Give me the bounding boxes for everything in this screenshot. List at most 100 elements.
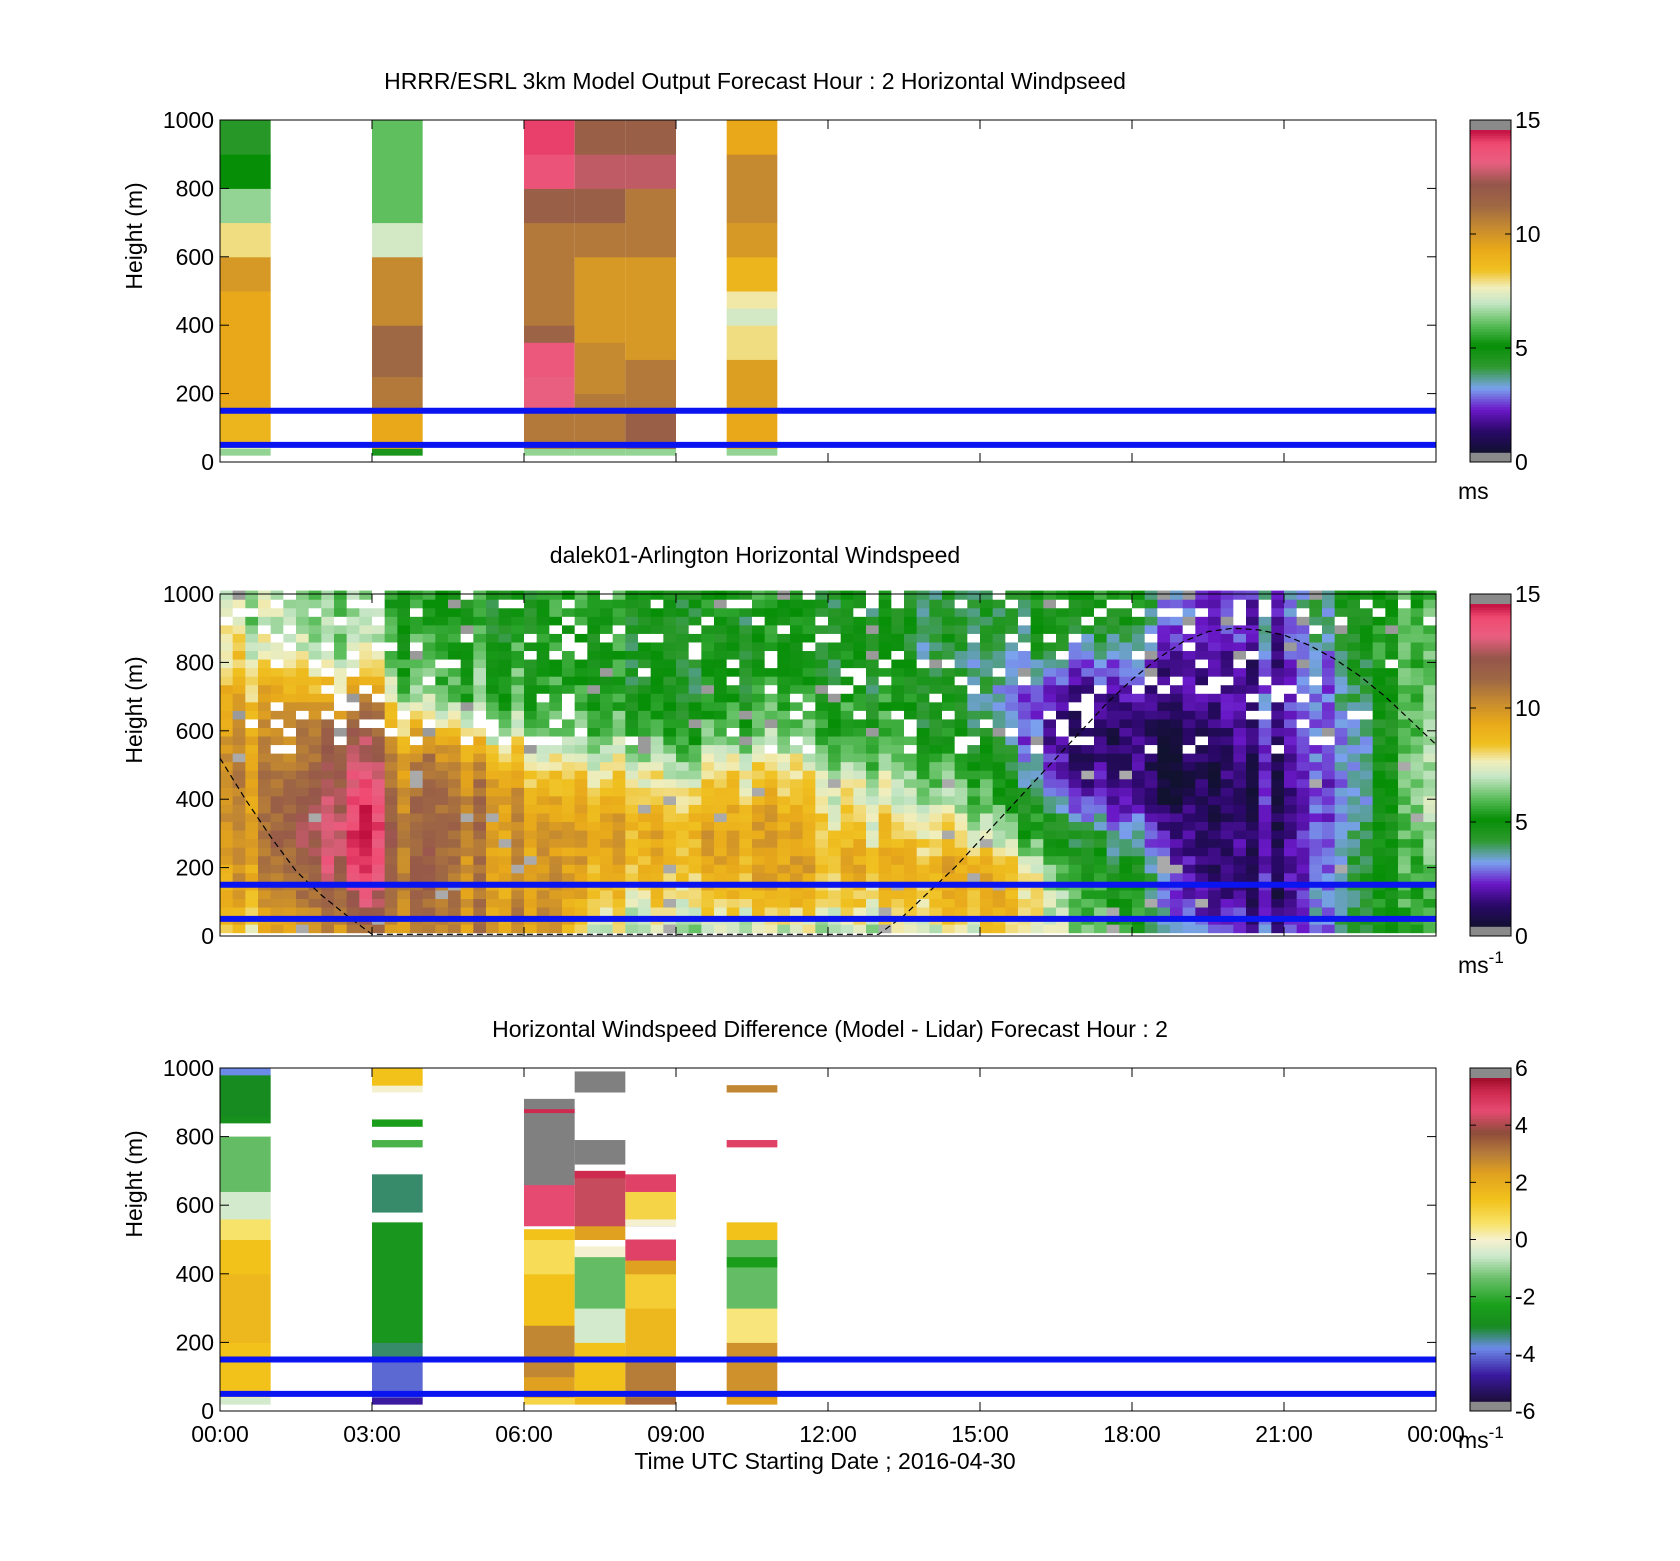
heatmap-cell xyxy=(1233,898,1247,908)
heatmap-cell xyxy=(891,855,905,865)
heatmap-cell xyxy=(1119,667,1133,677)
heatmap-cell xyxy=(460,676,474,686)
heatmap-cell xyxy=(562,753,576,763)
heatmap-cell xyxy=(372,667,386,677)
heatmap-cell xyxy=(638,744,652,754)
heatmap-cell xyxy=(954,770,968,780)
heatmap-cell xyxy=(853,855,867,865)
heatmap-cell xyxy=(1132,829,1146,840)
heatmap-cell xyxy=(625,787,639,797)
heatmap-cell xyxy=(714,812,728,823)
heatmap-cell xyxy=(524,120,575,155)
heatmap-cell xyxy=(1296,804,1310,814)
heatmap-cell xyxy=(676,753,690,763)
heatmap-cell xyxy=(650,684,664,694)
heatmap-cell xyxy=(549,650,563,660)
heatmap-cell xyxy=(701,650,715,660)
heatmap-cell xyxy=(1170,855,1184,865)
heatmap-cell xyxy=(1119,924,1133,934)
heatmap-cell xyxy=(1372,701,1386,711)
heatmap-cell xyxy=(308,641,322,652)
heatmap-cell xyxy=(650,753,664,763)
colorbar-swatch xyxy=(1470,1352,1511,1357)
colorbar-swatch xyxy=(1470,140,1511,145)
heatmap-cell xyxy=(688,787,702,797)
heatmap-cell xyxy=(384,735,398,746)
heatmap-cell xyxy=(536,838,550,848)
heatmap-cell xyxy=(511,812,525,823)
heatmap-cell xyxy=(536,616,550,626)
heatmap-cell xyxy=(232,633,246,643)
heatmap-cell xyxy=(1056,744,1070,754)
heatmap-cell xyxy=(384,633,398,643)
heatmap-cell xyxy=(1246,701,1260,711)
heatmap-cell xyxy=(638,607,652,617)
colorbar-swatch xyxy=(1470,1207,1511,1211)
heatmap-cell xyxy=(258,812,272,823)
heatmap-cell xyxy=(1410,735,1424,746)
heatmap-cell xyxy=(1132,864,1146,874)
heatmap-cell xyxy=(498,701,512,711)
heatmap-cell xyxy=(878,744,892,754)
colorbar-swatch xyxy=(1470,1185,1511,1190)
heatmap-cell xyxy=(308,658,322,669)
heatmap-cell xyxy=(1246,607,1260,617)
heatmap-cell xyxy=(1410,744,1424,754)
heatmap-cell xyxy=(359,847,373,857)
heatmap-cell xyxy=(1043,599,1057,609)
heatmap-cell xyxy=(1258,616,1272,626)
heatmap-cell xyxy=(916,872,930,882)
heatmap-cell xyxy=(1309,727,1323,737)
heatmap-cell xyxy=(866,676,880,686)
heatmap-cell xyxy=(1410,718,1424,728)
heatmap-cell xyxy=(726,761,740,771)
heatmap-cell xyxy=(410,607,424,617)
heatmap-cell xyxy=(904,599,918,609)
heatmap-cell xyxy=(1271,616,1285,626)
heatmap-cell xyxy=(866,684,880,694)
heatmap-cell xyxy=(1220,590,1234,600)
heatmap-cell xyxy=(866,727,880,737)
colorbar-swatch xyxy=(1470,1263,1511,1268)
heatmap-cell xyxy=(688,718,702,728)
heatmap-cell xyxy=(397,898,411,908)
heatmap-cell xyxy=(1144,924,1158,934)
heatmap-cell xyxy=(815,829,829,840)
heatmap-cell xyxy=(587,624,601,634)
colorbar-swatch xyxy=(1470,1086,1511,1090)
heatmap-cell xyxy=(1144,684,1158,694)
heatmap-cell xyxy=(1347,633,1361,643)
heatmap-cell xyxy=(422,710,436,720)
heatmap-cell xyxy=(676,872,690,882)
heatmap-cell xyxy=(574,188,626,224)
heatmap-cell xyxy=(688,710,702,720)
heatmap-cell xyxy=(473,787,487,797)
difference-reference-lines xyxy=(220,1356,1436,1397)
heatmap-cell xyxy=(638,872,652,882)
heatmap-cell xyxy=(676,658,690,669)
heatmap-cell xyxy=(1068,829,1082,840)
heatmap-cell xyxy=(1372,658,1386,669)
heatmap-cell xyxy=(878,795,892,805)
difference-panel-ylabel: Height (m) xyxy=(121,1130,147,1237)
heatmap-cell xyxy=(1246,650,1260,660)
colorbar-unit: ms-1 xyxy=(1458,1423,1504,1453)
heatmap-cell xyxy=(815,778,829,788)
heatmap-cell xyxy=(1106,787,1120,797)
heatmap-cell xyxy=(1334,753,1348,763)
heatmap-cell xyxy=(790,804,804,814)
heatmap-cell xyxy=(562,667,576,677)
heatmap-cell xyxy=(1182,847,1196,857)
colorbar-swatch xyxy=(1470,398,1511,402)
heatmap-cell xyxy=(384,778,398,788)
heatmap-cell xyxy=(334,684,348,694)
colorbar-swatch xyxy=(1470,1131,1511,1136)
heatmap-cell xyxy=(562,676,576,686)
heatmap-cell xyxy=(764,787,778,797)
heatmap-cell xyxy=(1144,821,1158,831)
heatmap-cell xyxy=(422,770,436,780)
heatmap-cell xyxy=(739,658,753,669)
heatmap-cell xyxy=(536,829,550,840)
heatmap-cell xyxy=(1334,898,1348,908)
heatmap-cell xyxy=(1119,770,1133,780)
